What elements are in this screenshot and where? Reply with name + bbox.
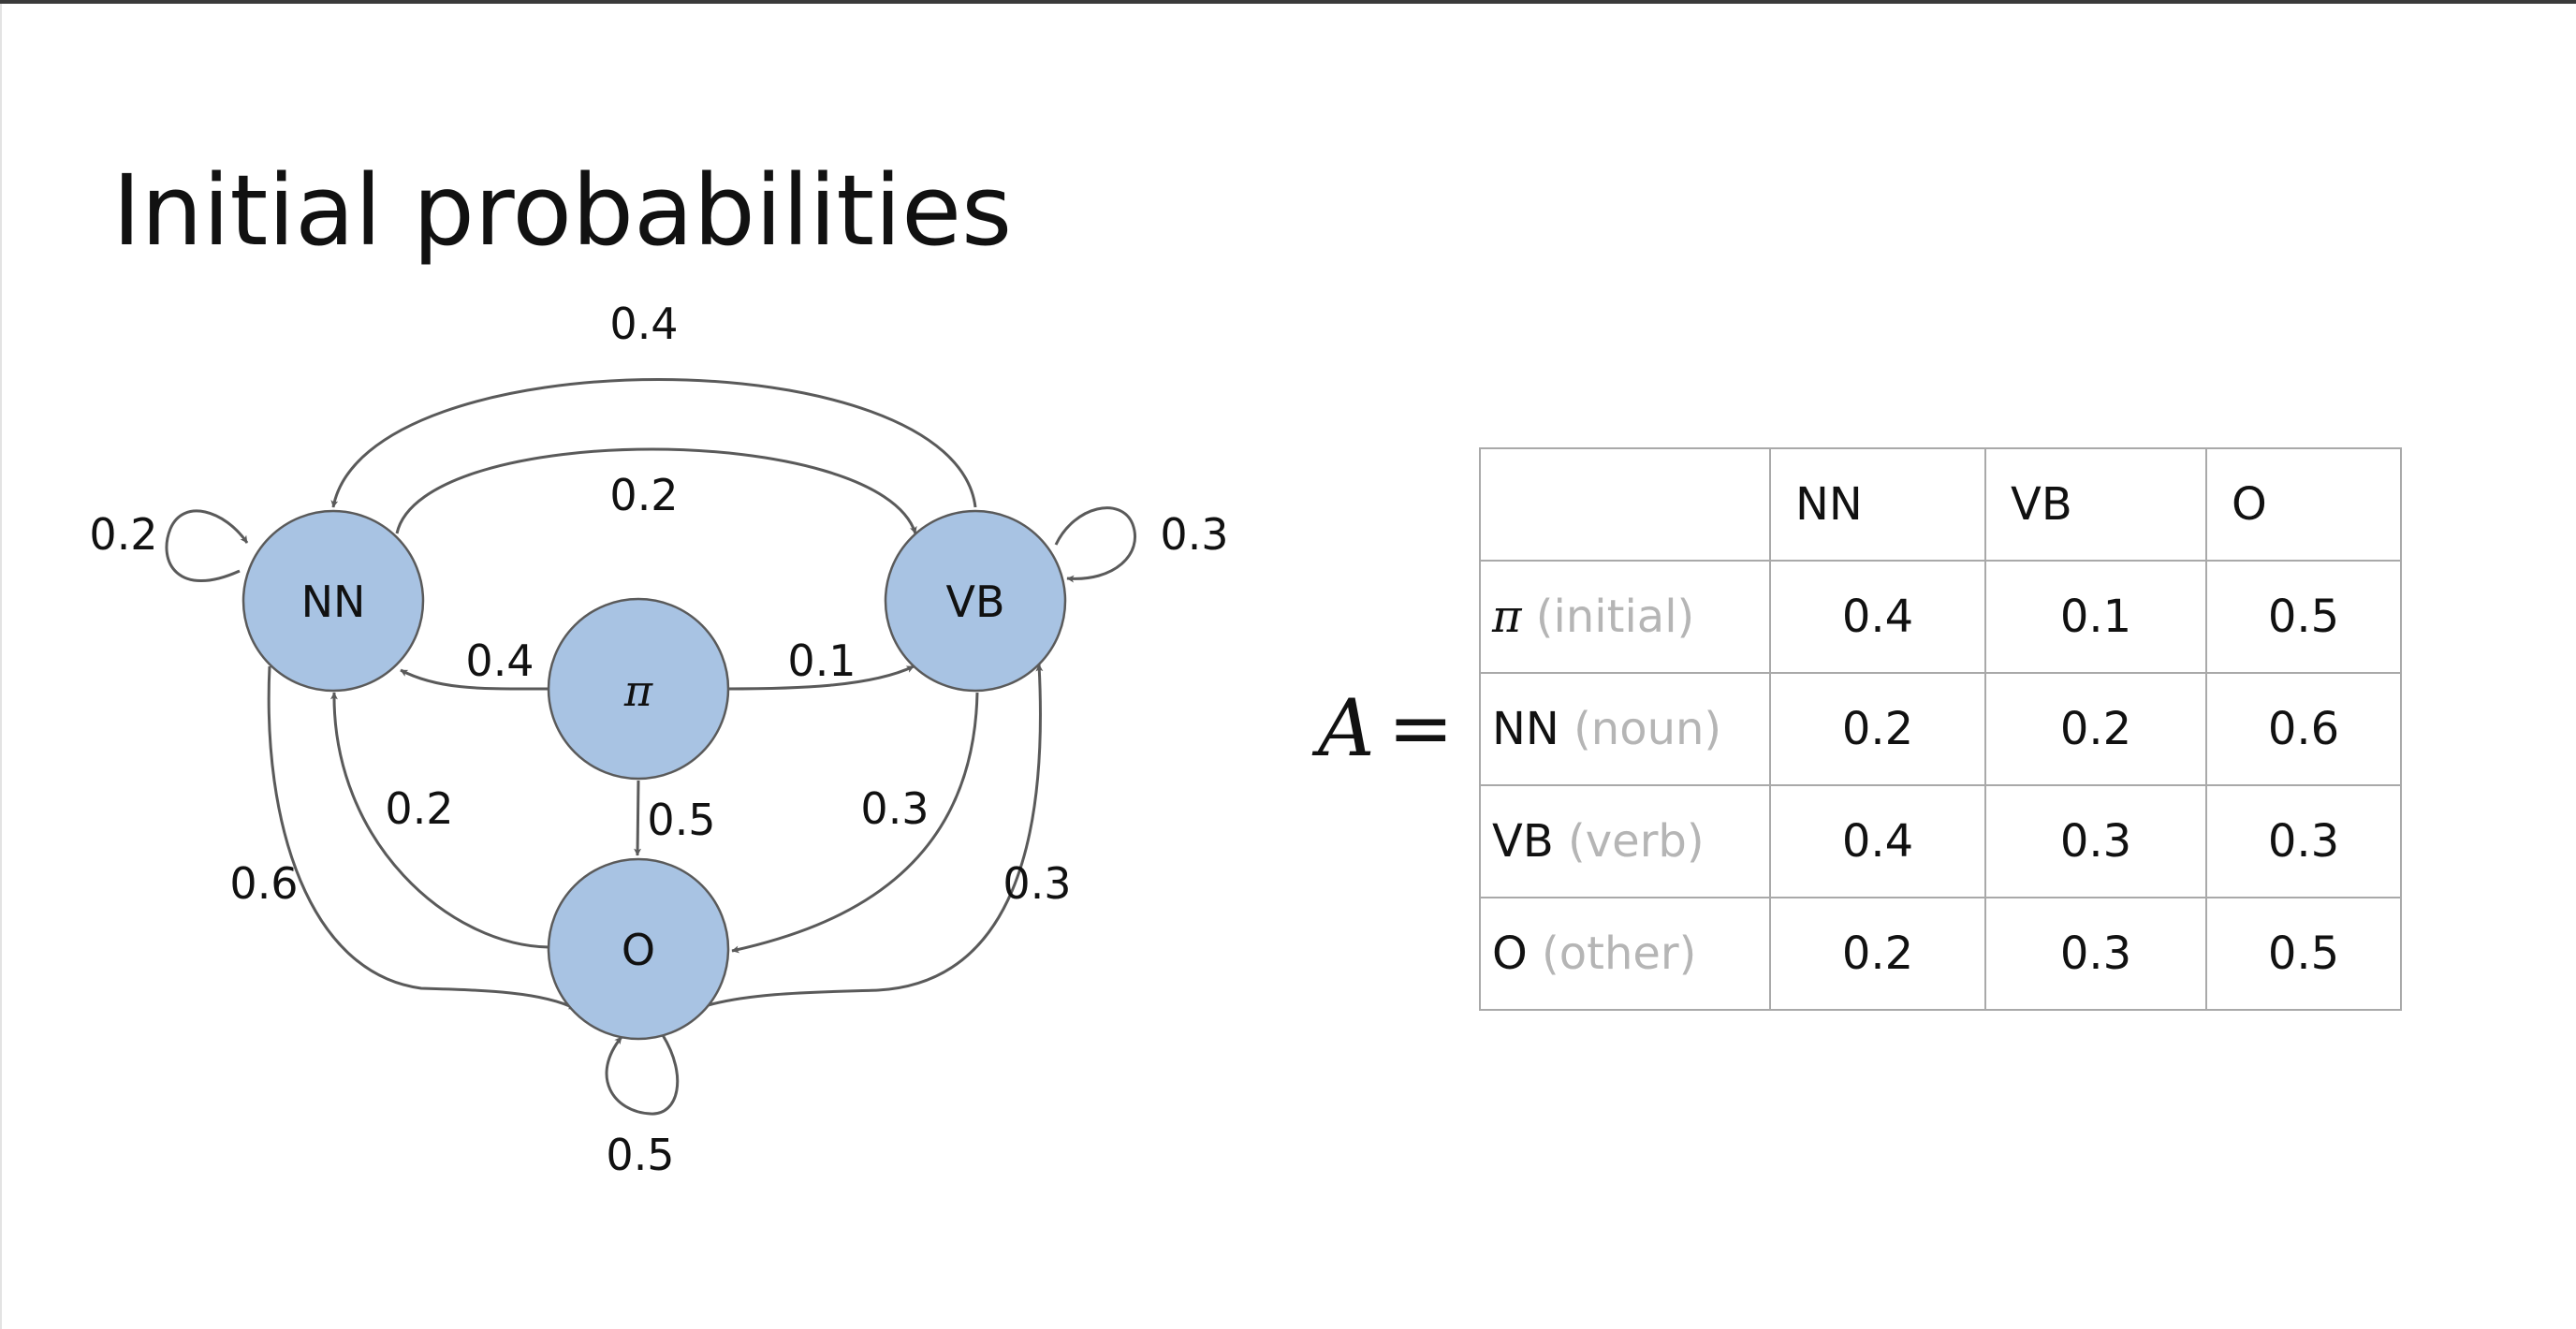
- table-row: O (other) 0.2 0.3 0.5: [1479, 897, 2402, 1011]
- table-cell: 0.2: [1769, 897, 1986, 1011]
- equals-sign: =: [1387, 682, 1455, 774]
- edge-o-self-loop: [605, 1034, 680, 1116]
- row-description: (verb): [1553, 815, 1705, 868]
- column-header: VB: [1984, 447, 2207, 562]
- row-header: O (other): [1479, 897, 1771, 1011]
- table-cell: 0.3: [1984, 897, 2207, 1011]
- table-cell: 0.2: [1984, 672, 2207, 786]
- edge-nn-self-loop: [165, 509, 249, 583]
- table-cell: 0.5: [2205, 897, 2402, 1011]
- table-header-row: NN VB O: [1479, 447, 2402, 562]
- row-tag: O: [1492, 927, 1528, 980]
- row-header: π (initial): [1479, 560, 1771, 674]
- edge-label-pi-to-o: 0.5: [647, 795, 715, 845]
- node-o: [547, 857, 730, 1041]
- left-rule: [0, 4, 2, 1329]
- edge-label-pi-to-nn: 0.4: [465, 635, 534, 686]
- slide-title: Initial probabilities: [112, 153, 1013, 268]
- edge-pi-to-vb: [725, 664, 915, 691]
- edge-pi-to-o: [634, 780, 642, 856]
- row-description: (noun): [1559, 703, 1722, 755]
- node-pi: [547, 597, 730, 781]
- table-cell: 0.4: [1769, 560, 1986, 674]
- table-corner-cell: [1479, 447, 1771, 562]
- matrix-variable: A: [1318, 682, 1375, 774]
- node-vb-label: VB: [945, 577, 1004, 627]
- node-nn: [242, 509, 425, 693]
- edge-label-vb-to-o: 0.3: [860, 783, 929, 834]
- edge-label-o-self: 0.5: [606, 1130, 674, 1180]
- table-cell: 0.3: [2205, 784, 2402, 898]
- row-header: NN (noun): [1479, 672, 1771, 786]
- edge-label-o-to-nn: 0.2: [385, 783, 453, 834]
- row-description: (other): [1527, 927, 1697, 980]
- table-cell: 0.2: [1769, 672, 1986, 786]
- node-o-label: O: [622, 925, 655, 975]
- table-row: NN (noun) 0.2 0.2 0.6: [1479, 672, 2402, 786]
- edge-label-o-to-vb: 0.3: [1003, 858, 1071, 909]
- row-tag: NN: [1492, 703, 1559, 755]
- edge-label-nn-to-o: 0.6: [229, 858, 298, 909]
- edge-nn-to-o: [267, 665, 577, 1011]
- edge-label-pi-to-vb: 0.1: [787, 635, 856, 686]
- edge-vb-to-nn: [330, 378, 977, 508]
- table-cell: 0.4: [1769, 784, 1986, 898]
- edge-vb-self-loop: [1054, 506, 1136, 583]
- table-cell: 0.3: [1984, 784, 2207, 898]
- node-pi-label: π: [623, 665, 653, 716]
- edge-label-vb-to-nn: 0.4: [609, 299, 678, 349]
- edge-label-vb-self: 0.3: [1160, 509, 1228, 560]
- column-header: NN: [1769, 447, 1986, 562]
- edge-label-nn-to-vb: 0.2: [609, 470, 678, 520]
- table-cell: 0.1: [1984, 560, 2207, 674]
- edge-o-to-nn: [329, 692, 549, 949]
- edge-label-nn-self: 0.2: [89, 509, 157, 560]
- edge-pi-to-nn: [400, 668, 549, 691]
- edge-vb-to-o: [731, 692, 979, 954]
- table-row: VB (verb) 0.4 0.3 0.3: [1479, 784, 2402, 898]
- node-vb: [884, 509, 1067, 693]
- node-nn-label: NN: [301, 577, 366, 627]
- edge-o-to-vb: [701, 664, 1044, 1009]
- column-header: O: [2205, 447, 2402, 562]
- top-rule: [0, 0, 2576, 4]
- table-cell: 0.6: [2205, 672, 2402, 786]
- table-cell: 0.5: [2205, 560, 2402, 674]
- row-tag: VB: [1492, 815, 1554, 868]
- transition-matrix-table: NN VB O π (initial) 0.4 0.1 0.5 NN (noun…: [1479, 447, 2402, 1011]
- edge-nn-to-vb: [395, 447, 917, 534]
- state-transition-diagram: NN VB π O 0.4 0.2 0.2 0.3 0.4 0.1 0.5 0.…: [89, 299, 1228, 1180]
- matrix-symbol: A =: [1318, 681, 1454, 775]
- row-header: VB (verb): [1479, 784, 1771, 898]
- row-description: (initial): [1521, 591, 1695, 643]
- table-row: π (initial) 0.4 0.1 0.5: [1479, 560, 2402, 674]
- row-tag: π: [1492, 591, 1522, 643]
